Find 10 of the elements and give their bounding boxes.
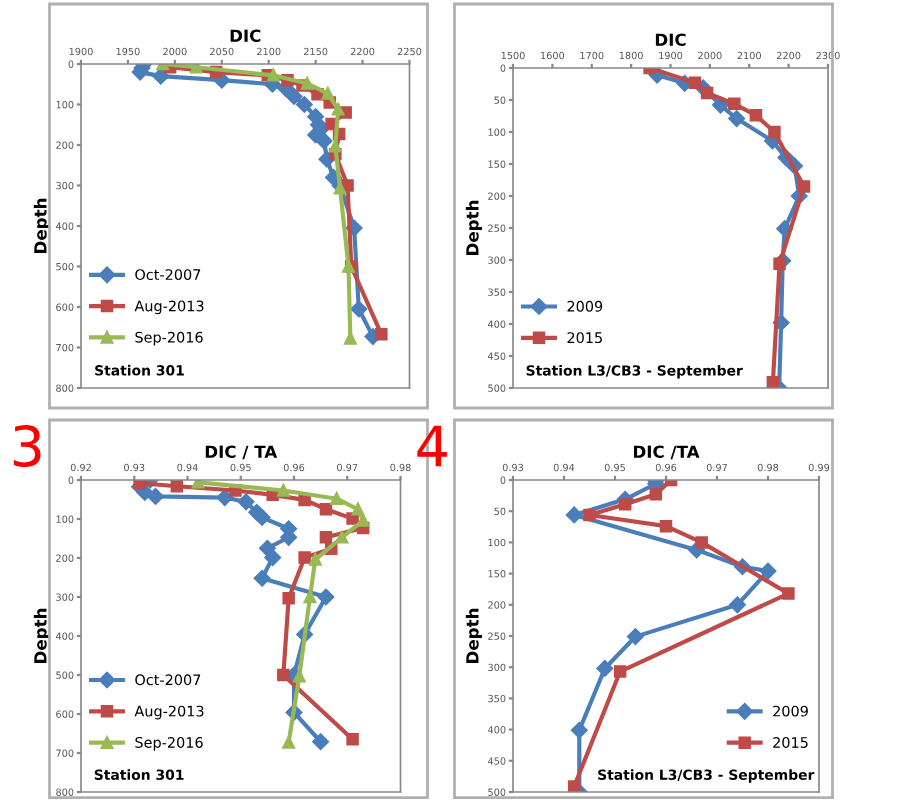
chart-title: DIC <box>655 33 686 47</box>
text: 3 <box>13 424 41 467</box>
y-axis-title: Depth <box>33 198 50 253</box>
y-axis-title: Depth <box>465 608 482 663</box>
chart-title: DIC /TA <box>633 445 700 460</box>
chart-title: DIC <box>230 29 261 43</box>
y-axis-title: Depth <box>33 608 50 663</box>
chart-title: DIC / TA <box>205 445 278 460</box>
y-axis-title: Depth <box>465 200 482 255</box>
text: 4 <box>417 425 447 467</box>
